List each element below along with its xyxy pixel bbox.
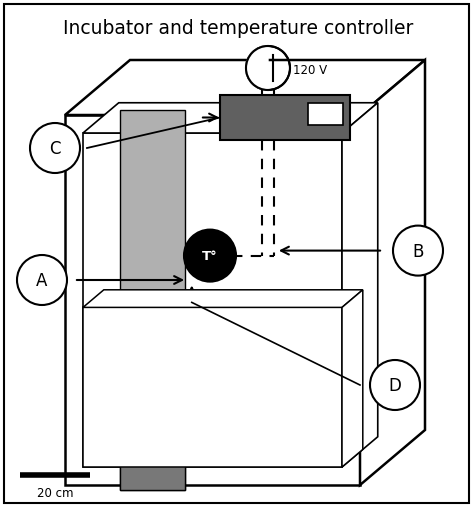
Polygon shape <box>342 103 378 467</box>
Text: T°: T° <box>202 250 218 263</box>
Polygon shape <box>308 103 343 125</box>
Text: 20 cm: 20 cm <box>37 487 73 500</box>
Circle shape <box>393 226 443 276</box>
Polygon shape <box>246 46 268 90</box>
Circle shape <box>17 255 67 305</box>
Circle shape <box>184 230 236 281</box>
Polygon shape <box>83 133 342 467</box>
Polygon shape <box>65 115 360 485</box>
Polygon shape <box>220 95 350 140</box>
Polygon shape <box>83 103 378 133</box>
Text: A: A <box>36 272 48 290</box>
Polygon shape <box>120 110 185 490</box>
Polygon shape <box>120 307 185 490</box>
Polygon shape <box>360 60 425 485</box>
Polygon shape <box>83 290 363 307</box>
Text: C: C <box>49 140 61 158</box>
Circle shape <box>370 360 420 410</box>
Text: Incubator and temperature controller: Incubator and temperature controller <box>63 18 413 38</box>
Circle shape <box>30 123 80 173</box>
Polygon shape <box>65 60 425 115</box>
Polygon shape <box>83 307 342 467</box>
Polygon shape <box>342 290 363 467</box>
Text: D: D <box>389 377 401 395</box>
Text: B: B <box>412 243 424 261</box>
Text: 120 V: 120 V <box>293 64 327 77</box>
